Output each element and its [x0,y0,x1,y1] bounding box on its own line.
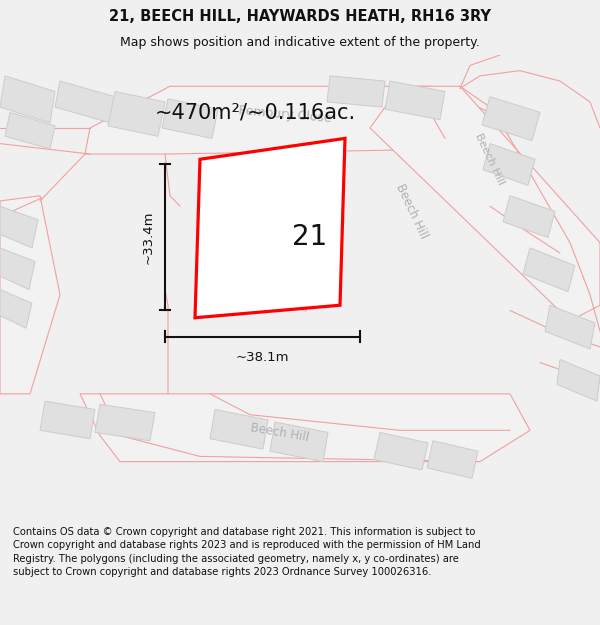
Polygon shape [427,441,478,478]
Text: 21: 21 [292,224,328,251]
Polygon shape [0,206,38,248]
Polygon shape [5,112,55,149]
Polygon shape [370,86,600,321]
Polygon shape [327,76,385,107]
Polygon shape [385,81,445,119]
Text: ~38.1m: ~38.1m [236,351,289,364]
Polygon shape [195,138,345,318]
Polygon shape [265,191,335,253]
Polygon shape [270,422,328,462]
Text: Beech Hill: Beech Hill [473,132,506,187]
Polygon shape [503,196,555,238]
Polygon shape [0,289,32,328]
Polygon shape [206,238,270,295]
Polygon shape [108,91,165,136]
Polygon shape [0,248,35,289]
Polygon shape [55,81,115,122]
Polygon shape [254,253,320,311]
Polygon shape [374,432,428,470]
Text: ~470m²/~0.116ac.: ~470m²/~0.116ac. [155,102,356,122]
Polygon shape [482,97,540,141]
Text: 21, BEECH HILL, HAYWARDS HEATH, RH16 3RY: 21, BEECH HILL, HAYWARDS HEATH, RH16 3RY [109,9,491,24]
Text: Beech Hill: Beech Hill [394,182,430,241]
Polygon shape [40,401,95,439]
Polygon shape [80,394,530,462]
Polygon shape [85,86,490,154]
Polygon shape [0,76,55,122]
Polygon shape [0,196,60,394]
Text: Map shows position and indicative extent of the property.: Map shows position and indicative extent… [120,36,480,49]
Polygon shape [557,359,600,401]
Polygon shape [545,305,595,349]
Polygon shape [95,404,155,441]
Text: Contains OS data © Crown copyright and database right 2021. This information is : Contains OS data © Crown copyright and d… [13,527,481,577]
Polygon shape [162,99,218,138]
Text: Beech Hill: Beech Hill [250,421,310,444]
Polygon shape [483,144,535,186]
Polygon shape [210,409,268,449]
Polygon shape [523,248,575,292]
Text: Pembury Close: Pembury Close [238,104,332,125]
Text: ~33.4m: ~33.4m [142,211,155,264]
Polygon shape [200,164,270,227]
